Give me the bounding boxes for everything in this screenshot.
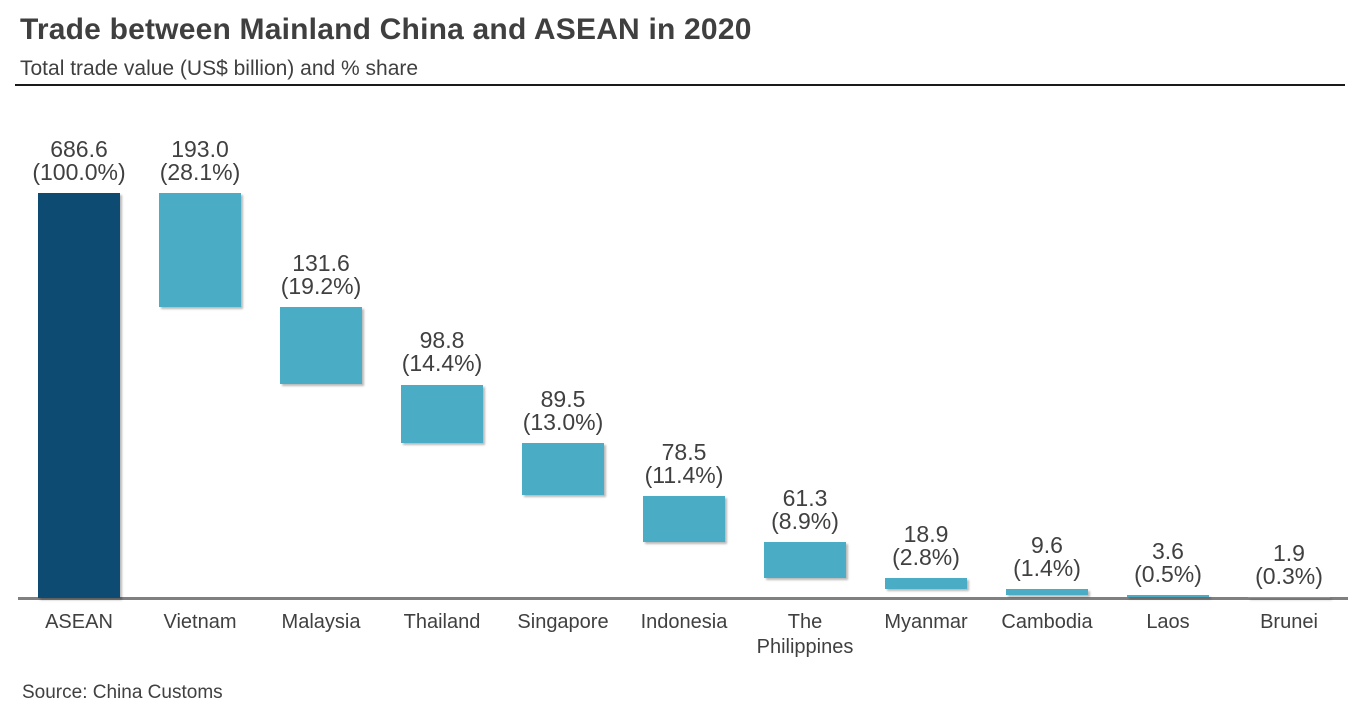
bar-label-malaysia: 131.6 (19.2%) xyxy=(241,249,401,299)
bar-label-singapore: 89.5 (13.0%) xyxy=(483,385,643,435)
bar-the-philippines xyxy=(764,541,846,578)
x-axis-label-asean: ASEAN xyxy=(45,611,113,633)
bar-indonesia xyxy=(643,495,725,542)
x-axis-label-laos: Laos xyxy=(1146,611,1190,633)
bar-label-thailand: 98.8 (14.4%) xyxy=(362,329,522,375)
bar-value-cambodia: 9.6 xyxy=(1031,532,1063,559)
x-axis-label-vietnam: Vietnam xyxy=(163,611,237,633)
bar-thailand xyxy=(401,384,483,443)
bar-vietnam xyxy=(159,193,241,307)
bar-share-indonesia: (11.4%) xyxy=(644,461,724,488)
bar-value-brunei: 1.9 xyxy=(1273,539,1305,566)
bar-value-the-philippines: 61.3 xyxy=(782,484,828,511)
bar-value-singapore: 89.5 xyxy=(540,385,586,412)
source-note: Source: China Customs xyxy=(22,682,223,703)
chart-subtitle: Total trade value (US$ billion) and % sh… xyxy=(20,57,419,80)
bar-share-vietnam: (28.1%) xyxy=(159,159,241,185)
bar-label-brunei: 1.9 (0.3%) xyxy=(1209,539,1367,589)
bar-value-malaysia: 131.6 xyxy=(292,249,350,276)
bar-value-laos: 3.6 xyxy=(1152,537,1184,564)
bar-share-brunei: (0.3%) xyxy=(1255,562,1323,589)
bar-label-myanmar: 18.9 (2.8%) xyxy=(846,523,1006,569)
x-axis-label-the-philippines: The Philippines xyxy=(756,611,854,658)
bar-share-myanmar: (2.8%) xyxy=(892,544,960,570)
bar-label-laos: 3.6 (0.5%) xyxy=(1088,537,1248,587)
x-axis-label-malaysia: Malaysia xyxy=(281,611,361,633)
bar-share-singapore: (13.0%) xyxy=(522,408,604,435)
bar-value-myanmar: 18.9 xyxy=(903,521,949,547)
bar-value-indonesia: 78.5 xyxy=(661,438,707,465)
bar-label-asean: 686.6 (100.0%) xyxy=(0,138,159,184)
bar-label-the-philippines: 61.3 (8.9%) xyxy=(725,484,885,534)
bar-label-vietnam: 193.0 (28.1%) xyxy=(120,138,280,184)
bar-myanmar xyxy=(885,578,967,590)
bar-share-cambodia: (1.4%) xyxy=(1013,555,1081,582)
x-axis-label-thailand: Thailand xyxy=(403,611,481,633)
x-axis-label-brunei: Brunei xyxy=(1260,611,1318,633)
bar-label-indonesia: 78.5 (11.4%) xyxy=(604,438,764,488)
x-axis-label-cambodia: Cambodia xyxy=(1001,611,1093,633)
bar-share-malaysia: (19.2%) xyxy=(280,272,362,299)
x-axis-label-myanmar: Myanmar xyxy=(884,611,968,633)
bar-laos xyxy=(1127,594,1209,597)
bar-cambodia xyxy=(1006,589,1088,595)
bar-value-thailand: 98.8 xyxy=(419,327,465,354)
x-axis-label-indonesia: Indonesia xyxy=(640,611,728,633)
bar-label-cambodia: 9.6 (1.4%) xyxy=(967,534,1127,580)
bar-malaysia xyxy=(280,306,362,385)
bar-share-laos: (0.5%) xyxy=(1134,560,1202,587)
header-divider xyxy=(15,84,1345,86)
bar-share-thailand: (14.4%) xyxy=(401,350,483,377)
bar-value-asean: 686.6 xyxy=(50,136,108,162)
bar-asean xyxy=(38,193,120,598)
bar-share-the-philippines: (8.9%) xyxy=(771,507,839,534)
bar-brunei xyxy=(1248,596,1330,598)
bar-singapore xyxy=(522,442,604,496)
bar-share-asean: (100.0%) xyxy=(32,159,126,185)
chart-title: Trade between Mainland China and ASEAN i… xyxy=(20,13,752,46)
bar-value-vietnam: 193.0 xyxy=(171,136,229,162)
x-axis-label-singapore: Singapore xyxy=(517,611,609,633)
x-axis-line xyxy=(18,597,1348,600)
